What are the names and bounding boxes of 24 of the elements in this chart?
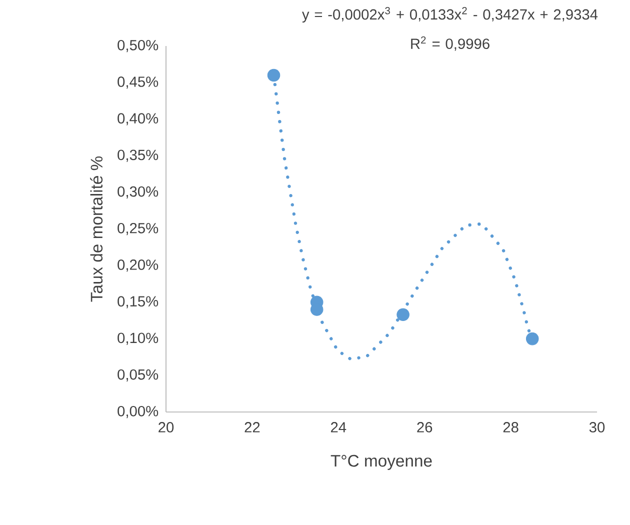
x-tick-label: 28 bbox=[503, 422, 518, 432]
point bbox=[526, 332, 539, 346]
y-tick-label: 0,00% bbox=[118, 406, 158, 418]
y-tick-label: 0,15% bbox=[118, 296, 158, 308]
y-axis-title: Taux de mortalité % bbox=[90, 156, 103, 302]
text: y = -0,0002x$^{3}$ + 0,0133x$^{2}$ - 0,3427x + 2,9334 bbox=[302, 7, 598, 23]
x-tick-label: 20 bbox=[158, 422, 174, 432]
y-tick-label: 0,35% bbox=[118, 150, 158, 162]
y-tick-label: 0,45% bbox=[118, 76, 158, 89]
y-tick-label: 0,10% bbox=[118, 332, 158, 345]
y-tick-label: 0,05% bbox=[118, 369, 158, 382]
y-tick-label: 0,30% bbox=[118, 186, 158, 198]
x-axis-title: T°C moyenne bbox=[330, 454, 432, 470]
y-tick-label: 0,25% bbox=[118, 222, 158, 236]
x-tick-label: 24 bbox=[330, 422, 346, 432]
y-tick-label: 0,40% bbox=[118, 113, 158, 126]
x-tick-label: 30 bbox=[589, 422, 605, 432]
y-tick-label: 0,20% bbox=[118, 260, 158, 272]
x-tick-label: 26 bbox=[417, 422, 432, 432]
point bbox=[267, 68, 280, 82]
x-tick-label: 22 bbox=[244, 422, 260, 432]
point bbox=[396, 308, 410, 322]
annotation: R$^{2}$ = 0,9996 bbox=[411, 36, 490, 51]
y-tick-label: 0,50% bbox=[118, 40, 158, 52]
